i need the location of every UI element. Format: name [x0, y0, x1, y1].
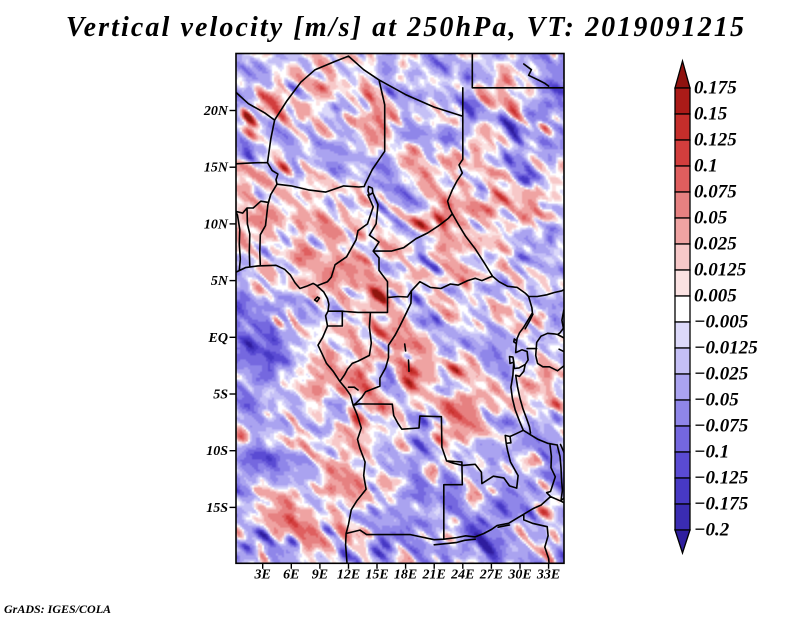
- svg-text:0.025: 0.025: [694, 234, 737, 255]
- svg-text:15S: 15S: [206, 501, 228, 516]
- svg-text:6E: 6E: [283, 568, 299, 583]
- svg-text:−0.125: −0.125: [694, 468, 749, 489]
- svg-text:0.0125: 0.0125: [694, 260, 747, 281]
- svg-text:−0.005: −0.005: [694, 312, 749, 333]
- svg-text:EQ: EQ: [208, 331, 228, 346]
- svg-text:GrADS: IGES/COLA: GrADS: IGES/COLA: [4, 602, 111, 616]
- svg-text:30E: 30E: [507, 568, 531, 583]
- svg-text:21E: 21E: [422, 568, 446, 583]
- svg-text:9E: 9E: [312, 568, 328, 583]
- svg-text:12E: 12E: [337, 568, 360, 583]
- svg-text:20N: 20N: [203, 104, 229, 119]
- svg-text:−0.075: −0.075: [694, 416, 749, 437]
- svg-text:18E: 18E: [394, 568, 417, 583]
- svg-text:5S: 5S: [213, 388, 228, 403]
- svg-text:−0.05: −0.05: [694, 390, 739, 411]
- svg-text:27E: 27E: [479, 568, 503, 583]
- svg-text:0.05: 0.05: [694, 208, 728, 229]
- svg-text:Vertical velocity [m/s] at 250: Vertical velocity [m/s] at 250hPa, VT: 2…: [66, 12, 746, 43]
- svg-text:10S: 10S: [206, 444, 228, 459]
- svg-text:0.15: 0.15: [694, 104, 728, 125]
- svg-text:0.1: 0.1: [694, 156, 718, 177]
- svg-text:−0.0125: −0.0125: [694, 338, 758, 359]
- svg-text:−0.025: −0.025: [694, 364, 749, 385]
- svg-text:0.125: 0.125: [694, 130, 737, 151]
- svg-text:0.075: 0.075: [694, 182, 737, 203]
- svg-text:−0.175: −0.175: [694, 494, 749, 515]
- svg-text:15N: 15N: [204, 161, 229, 176]
- svg-text:0.175: 0.175: [694, 78, 737, 99]
- svg-text:−0.2: −0.2: [694, 520, 730, 541]
- svg-text:24E: 24E: [450, 568, 474, 583]
- svg-text:15E: 15E: [365, 568, 388, 583]
- svg-text:3E: 3E: [254, 568, 271, 583]
- svg-text:5N: 5N: [211, 274, 229, 289]
- svg-text:−0.1: −0.1: [694, 442, 729, 463]
- svg-text:0.005: 0.005: [694, 286, 737, 307]
- svg-text:10N: 10N: [204, 217, 229, 232]
- svg-text:33E: 33E: [536, 568, 560, 583]
